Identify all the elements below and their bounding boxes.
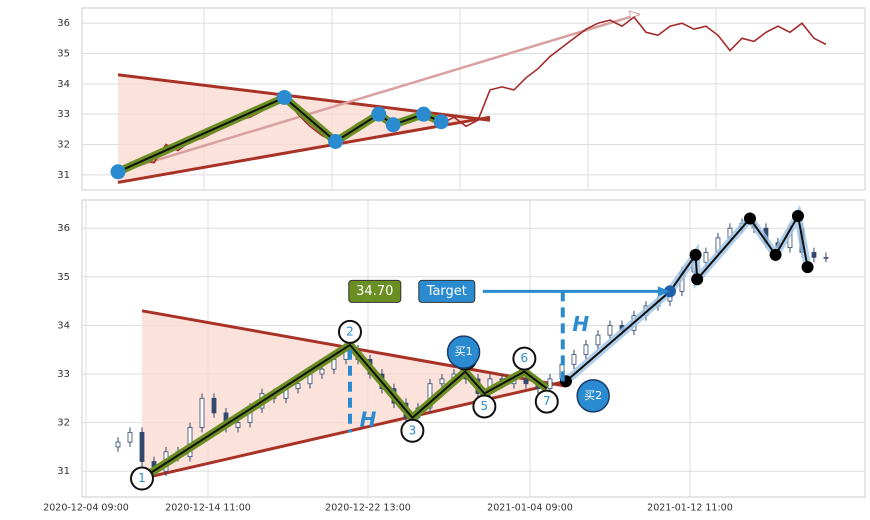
y-tick-label: 36	[57, 18, 70, 29]
y-tick-label: 33	[57, 109, 70, 120]
pattern-area	[117, 74, 490, 183]
candle-body	[115, 441, 121, 448]
wave-pivot	[689, 248, 702, 261]
y-tick-label: 35	[57, 272, 70, 283]
label-circle	[400, 418, 425, 443]
y-tick-label: 31	[57, 466, 70, 477]
buy-label: 买2	[584, 389, 602, 402]
candle-body	[703, 252, 709, 263]
wave-pivot	[791, 210, 804, 223]
label-circle	[512, 346, 537, 371]
pivot-marker	[110, 164, 126, 180]
candle-body	[595, 334, 601, 346]
y-tick-label: 36	[57, 223, 70, 234]
x-tick-label: 2021-01-04 09:00	[487, 503, 573, 514]
arrow-head	[657, 286, 670, 297]
x-tick-label: 2020-12-14 11:00	[165, 503, 251, 514]
pivot-marker	[433, 114, 449, 130]
buy-marker	[446, 335, 481, 369]
pivot-label: 3	[409, 423, 417, 437]
y-tick-label: 31	[57, 170, 70, 181]
candle-body	[127, 431, 133, 443]
target-value-box	[348, 279, 402, 303]
pivot-marker	[416, 106, 432, 122]
buy-marker	[576, 379, 610, 413]
candle-body	[823, 256, 829, 259]
wave-line	[565, 213, 809, 383]
label-circle	[534, 389, 559, 414]
candle-body	[811, 252, 817, 258]
y-tick-label: 32	[57, 418, 70, 429]
pivot-label: 5	[481, 399, 489, 413]
label-circle	[472, 394, 497, 419]
target-value: 34.70	[356, 284, 393, 299]
candle-body	[439, 378, 445, 385]
x-tick-label: 2020-12-22 13:00	[325, 503, 411, 514]
pivot-label: 6	[521, 351, 529, 365]
arrow-head	[628, 10, 641, 20]
projection-arrow	[117, 12, 640, 173]
y-tick-label: 35	[57, 49, 70, 60]
height-label: H	[572, 312, 589, 336]
height-label: H	[360, 408, 377, 432]
wave-pivot	[801, 261, 814, 274]
candle-body	[199, 397, 205, 428]
y-tick-label: 33	[57, 369, 70, 380]
candle-body	[295, 383, 301, 390]
buy-label: 买1	[455, 345, 473, 358]
pivot-marker	[276, 89, 292, 105]
target-box	[418, 279, 476, 303]
candle-body	[583, 344, 589, 355]
pivot-label: 2	[346, 324, 354, 338]
zigzag-line	[141, 343, 548, 480]
trend-line	[141, 379, 567, 480]
y-tick-label: 34	[57, 320, 70, 331]
pattern-area	[141, 310, 566, 479]
candle-body	[607, 325, 613, 336]
pivot-label: 1	[138, 471, 146, 485]
pivot-marker	[385, 117, 401, 133]
y-tick-label: 32	[57, 140, 70, 151]
candle-body	[331, 359, 337, 370]
candle-body	[523, 378, 529, 385]
label-circle	[129, 466, 154, 491]
x-tick-label: 2020-12-04 09:00	[43, 503, 129, 514]
candle-body	[139, 431, 145, 462]
wave-pivot	[691, 273, 704, 286]
x-tick-label: 2021-01-12 11:00	[647, 503, 733, 514]
candle-body	[547, 378, 553, 390]
y-tick-label: 34	[57, 79, 70, 90]
wave-pivot	[769, 248, 782, 261]
pivot-marker	[371, 106, 387, 122]
pivot-marker	[328, 133, 344, 149]
trend-line	[117, 115, 491, 184]
pivot-label: 7	[543, 394, 551, 408]
wave-pivot	[743, 212, 756, 225]
candle-body	[571, 354, 577, 365]
candle-body	[211, 397, 217, 414]
target-text: Target	[426, 284, 467, 299]
candle-body	[235, 422, 241, 428]
candle-body	[319, 368, 325, 375]
label-circle	[337, 319, 362, 344]
